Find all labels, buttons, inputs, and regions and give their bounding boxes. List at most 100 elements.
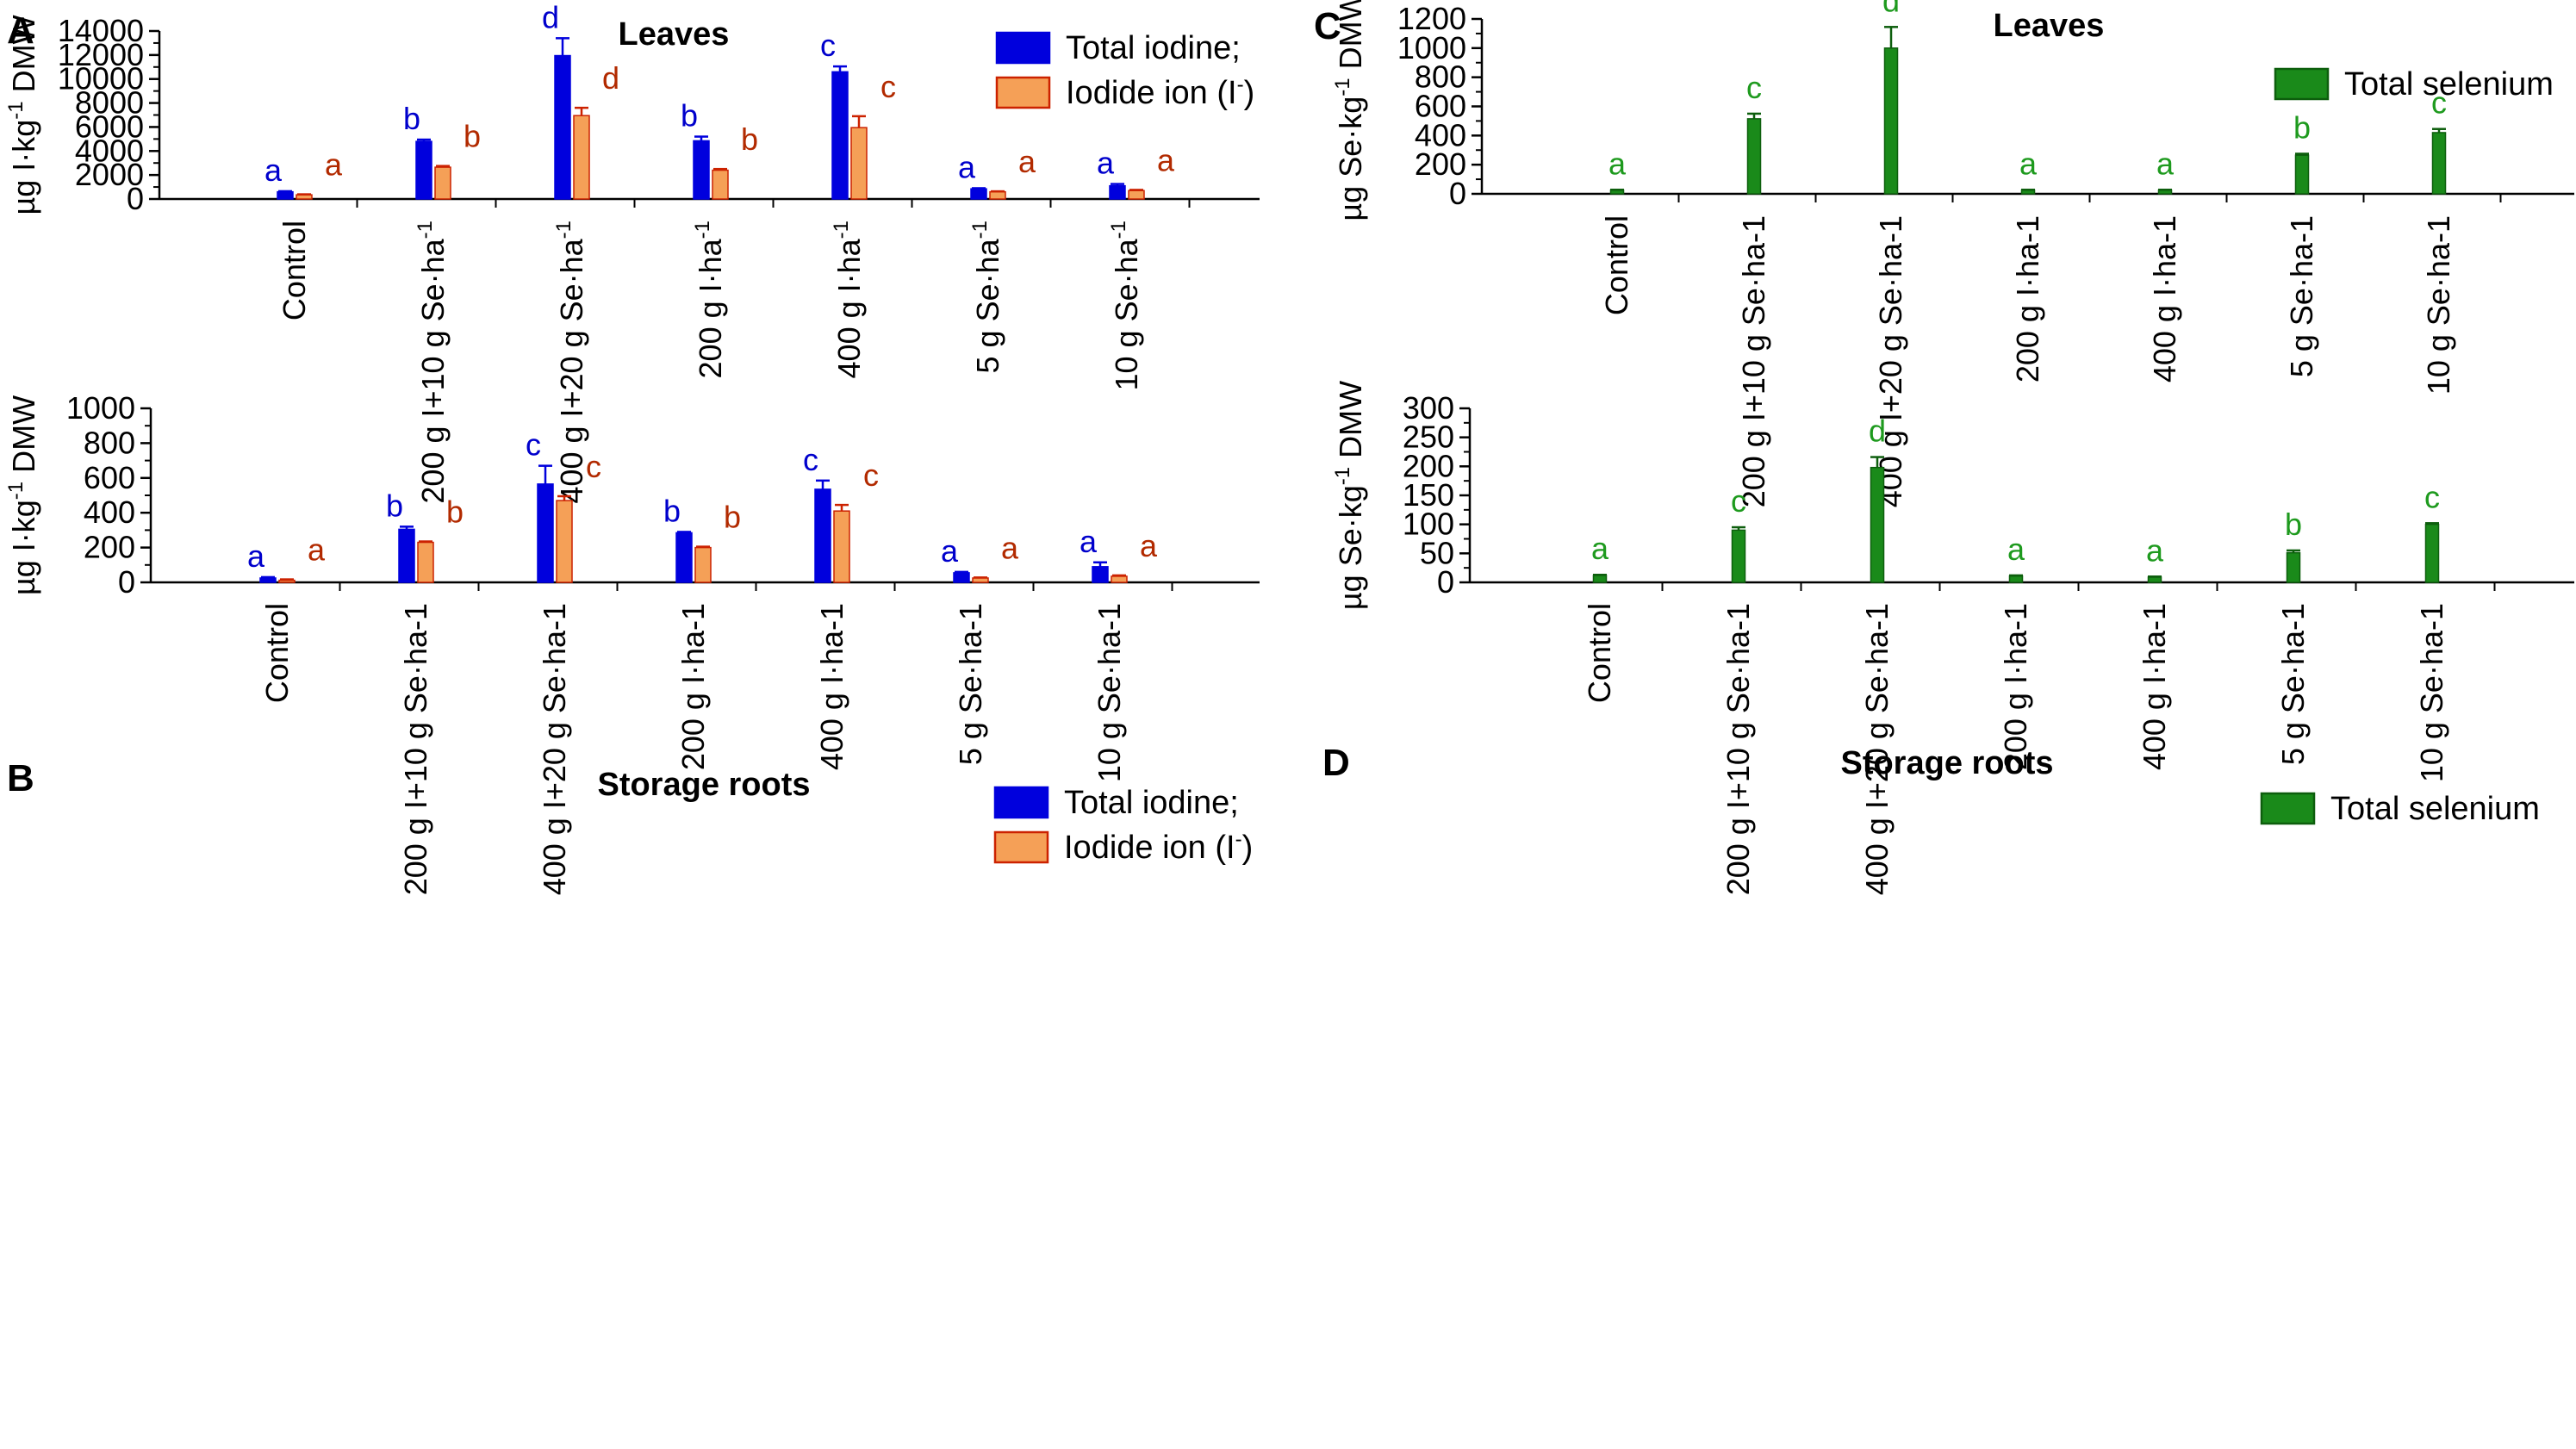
significance-letter: d xyxy=(1869,414,1886,449)
bar xyxy=(2008,575,2024,583)
y-tick-label: 800 xyxy=(84,425,135,460)
y-tick-label: 1200 xyxy=(1397,1,1466,36)
bar xyxy=(2286,551,2301,583)
bar xyxy=(398,528,415,583)
category-label: 10 g Se·ha-1 xyxy=(1107,221,1144,390)
significance-letter: a xyxy=(325,147,343,183)
category-label: 400 g I·ha-1 xyxy=(830,221,867,378)
significance-letter: a xyxy=(958,149,976,184)
legend-swatch xyxy=(995,76,1051,109)
y-tick-label: 800 xyxy=(1415,59,1466,95)
category-label: 400 g I·ha-1 xyxy=(2137,603,2172,770)
significance-letter: b xyxy=(446,494,464,530)
significance-letter: a xyxy=(941,533,959,569)
y-tick-label: 1000 xyxy=(66,390,135,426)
legend: Total iodine; Iodide ion (I-) xyxy=(993,785,1253,866)
y-tick-label: 0 xyxy=(127,181,144,216)
significance-letter: c xyxy=(820,28,836,63)
y-tick-label: 50 xyxy=(1420,535,1454,570)
y-tick-label: 600 xyxy=(1415,89,1466,124)
category-label: 400 g I+20 g Se·ha-1 xyxy=(1873,215,1908,507)
bar xyxy=(989,190,1006,200)
category-label: 10 g Se·ha-1 xyxy=(2414,603,2449,782)
chart-title: Leaves xyxy=(619,16,730,53)
bar xyxy=(1883,47,1899,195)
panel-letter: B xyxy=(7,757,34,799)
category-label: 400 g I·ha-1 xyxy=(814,603,849,770)
significance-letter: a xyxy=(1157,142,1175,177)
bar xyxy=(693,140,710,200)
category-label: 200 g I·ha-1 xyxy=(691,221,728,378)
y-tick-label: 0 xyxy=(118,564,135,600)
significance-letter: c xyxy=(1731,483,1746,519)
significance-letter: d xyxy=(1882,0,1900,18)
significance-letter: d xyxy=(602,60,619,96)
bar xyxy=(850,127,868,200)
bar xyxy=(694,546,712,583)
y-tick-label: 200 xyxy=(1415,146,1466,182)
significance-letter: a xyxy=(1591,531,1609,566)
legend-label: Iodide ion (I-) xyxy=(1064,828,1253,866)
bar xyxy=(814,488,831,583)
significance-letter: a xyxy=(2146,532,2164,568)
category-label: 10 g Se·ha-1 xyxy=(1092,603,1127,782)
y-axis-title: µg I·kg-1 DMW xyxy=(4,395,41,595)
bar xyxy=(434,166,451,200)
y-tick-label: 100 xyxy=(1403,507,1454,542)
category-label: 200 g I+10 g Se·ha-1 xyxy=(1720,603,1756,895)
y-tick-label: 250 xyxy=(1403,420,1454,455)
legend-swatch xyxy=(993,830,1049,864)
category-label: 400 g I+20 g Se·ha-1 xyxy=(552,221,589,504)
bar xyxy=(675,532,693,583)
significance-letter: b xyxy=(663,493,681,528)
bar xyxy=(953,572,970,583)
category-label: Control xyxy=(1599,215,1634,315)
legend: Total iodine; Iodide ion (I-) xyxy=(995,30,1254,111)
significance-letter: a xyxy=(1140,528,1158,563)
category-label: Control xyxy=(259,603,295,703)
category-label: 200 g I·ha-1 xyxy=(1998,603,2033,770)
legend-swatch xyxy=(2260,792,2316,825)
bar xyxy=(537,483,554,583)
category-label: Control xyxy=(1582,603,1617,703)
bar xyxy=(296,194,313,200)
y-axis-title: µg Se·kg-1 DMW xyxy=(1331,381,1368,610)
category-label: 400 g I+20 g Se·ha-1 xyxy=(537,603,572,895)
bar xyxy=(1870,466,1885,583)
bar xyxy=(554,54,571,200)
y-tick-label: 600 xyxy=(84,460,135,495)
bar xyxy=(2424,523,2440,583)
bar xyxy=(278,579,296,583)
y-tick-label: 14000 xyxy=(58,13,144,48)
legend-label: Total selenium xyxy=(2344,66,2554,103)
significance-letter: a xyxy=(2156,146,2175,181)
legend-label: Total selenium xyxy=(2330,791,2540,827)
category-label: 200 g I·ha-1 xyxy=(675,603,711,770)
y-axis-title: µg Se·kg-1 DMW xyxy=(1331,0,1368,221)
significance-letter: b xyxy=(2285,507,2302,542)
y-tick-label: 0 xyxy=(1449,176,1466,211)
y-tick-label: 400 xyxy=(1415,117,1466,152)
significance-letter: b xyxy=(2293,109,2311,145)
legend: Total selenium xyxy=(2260,791,2540,827)
y-tick-label: 400 xyxy=(84,494,135,530)
y-tick-label: 8000 xyxy=(75,85,144,121)
bar xyxy=(972,577,989,583)
category-label: 200 g I+10 g Se·ha-1 xyxy=(398,603,433,895)
bar xyxy=(573,115,590,200)
legend-swatch xyxy=(993,786,1049,819)
category-label: 200 g I·ha-1 xyxy=(2010,215,2045,382)
bar xyxy=(1111,575,1128,583)
bar xyxy=(1092,566,1109,583)
significance-letter: c xyxy=(803,442,818,477)
category-label: 5 g Se·ha-1 xyxy=(968,221,1005,373)
bar xyxy=(2431,132,2447,195)
y-tick-label: 300 xyxy=(1403,390,1454,426)
significance-letter: c xyxy=(2424,479,2440,514)
category-label: 5 g Se·ha-1 xyxy=(2275,603,2311,765)
y-tick-label: 2000 xyxy=(75,157,144,192)
bar xyxy=(1109,184,1126,200)
